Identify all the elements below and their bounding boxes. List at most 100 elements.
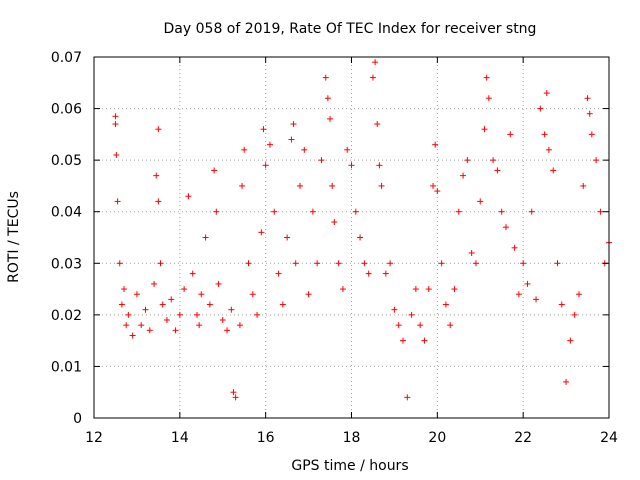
data-point <box>365 270 372 277</box>
data-point <box>352 208 359 215</box>
data-point <box>189 270 196 277</box>
data-point <box>206 301 213 308</box>
data-point <box>232 394 239 401</box>
x-tick-label: 14 <box>171 430 189 446</box>
data-point <box>290 121 297 128</box>
data-point <box>374 121 381 128</box>
data-point <box>211 167 218 174</box>
data-point <box>129 332 136 339</box>
data-point <box>432 141 439 148</box>
data-point <box>483 74 490 81</box>
data-point <box>593 157 600 164</box>
data-point <box>460 172 467 179</box>
data-point <box>571 311 578 318</box>
data-point <box>434 188 441 195</box>
data-point <box>327 115 334 122</box>
data-point <box>284 234 291 241</box>
data-point <box>113 151 120 158</box>
data-point <box>408 311 415 318</box>
data-point <box>194 311 200 318</box>
data-point <box>153 172 160 179</box>
data-point <box>485 95 492 102</box>
data-point <box>395 322 402 329</box>
x-tick-label: 16 <box>257 430 275 446</box>
data-point <box>533 296 540 303</box>
data-point <box>249 291 256 298</box>
data-point <box>400 337 406 344</box>
data-point <box>584 95 591 102</box>
data-point <box>503 224 509 231</box>
x-tick-label: 20 <box>428 430 446 446</box>
data-point <box>202 234 209 241</box>
y-tick-label: 0.01 <box>51 359 82 375</box>
data-point <box>114 198 121 205</box>
data-point <box>580 182 587 189</box>
data-point <box>543 90 550 97</box>
y-tick-label: 0.03 <box>51 256 82 272</box>
data-point <box>275 270 282 277</box>
data-point <box>215 280 222 287</box>
data-point <box>271 208 278 215</box>
data-point <box>490 157 497 164</box>
data-point <box>288 136 295 143</box>
data-point <box>125 311 132 318</box>
y-tick-label: 0 <box>73 411 82 427</box>
data-point <box>361 260 368 267</box>
data-point <box>348 162 355 169</box>
data-point <box>230 389 237 396</box>
data-point <box>430 182 437 189</box>
data-point <box>563 378 570 385</box>
data-point <box>464 157 471 164</box>
data-point <box>331 219 338 226</box>
data-point <box>438 260 445 267</box>
data-point <box>329 182 336 189</box>
y-tick-label: 0.07 <box>51 50 82 66</box>
data-point <box>123 322 130 329</box>
data-point <box>142 306 149 313</box>
data-points <box>112 59 612 401</box>
data-point <box>447 322 454 329</box>
data-point <box>588 131 595 138</box>
data-point <box>318 157 325 164</box>
data-point <box>224 327 231 334</box>
data-point <box>468 249 475 256</box>
data-point <box>314 260 321 267</box>
chart-title: Day 058 of 2019, Rate Of TEC Index for r… <box>164 21 537 37</box>
data-point <box>369 74 376 81</box>
data-point <box>121 286 128 293</box>
data-point <box>382 270 389 277</box>
data-point <box>262 162 269 169</box>
data-point <box>451 286 458 293</box>
data-point <box>185 193 192 200</box>
data-point <box>524 280 531 287</box>
data-point <box>301 146 308 153</box>
data-point <box>528 208 535 215</box>
data-point <box>112 121 119 128</box>
data-point <box>266 141 273 148</box>
data-point <box>344 146 351 153</box>
data-point <box>163 317 170 324</box>
y-tick-label: 0.02 <box>51 308 82 324</box>
data-point <box>545 146 552 153</box>
data-point <box>112 113 119 120</box>
y-tick-label: 0.04 <box>51 205 82 221</box>
data-point <box>586 110 593 117</box>
data-point <box>515 291 522 298</box>
data-point <box>357 234 364 241</box>
x-axis-label: GPS time / hours <box>291 458 408 474</box>
data-point <box>537 105 544 112</box>
data-point <box>404 394 411 401</box>
x-tick-label: 18 <box>343 430 361 446</box>
data-point <box>196 322 203 329</box>
data-point <box>417 322 424 329</box>
data-point <box>575 291 582 298</box>
data-point <box>520 260 527 267</box>
data-point <box>421 337 428 344</box>
data-point <box>181 286 188 293</box>
data-point <box>541 131 548 138</box>
data-point <box>391 306 398 313</box>
data-point <box>297 182 303 189</box>
grid-lines <box>94 57 609 418</box>
data-point <box>335 260 342 267</box>
